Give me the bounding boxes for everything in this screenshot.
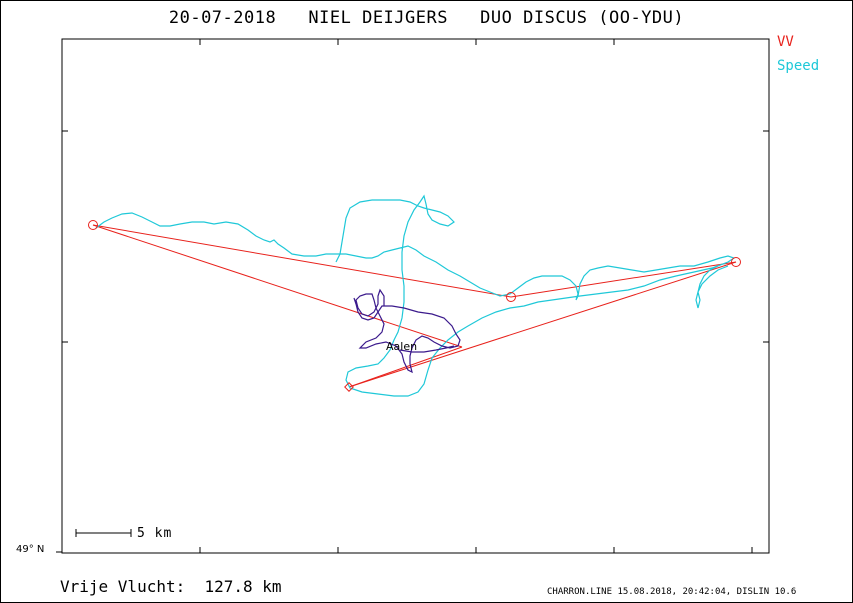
latitude-label: 49° N (16, 544, 45, 555)
turnpoint-marker-middle (506, 292, 516, 302)
task-leg-3 (348, 261, 737, 388)
page-title: 20-07-2018 NIEL DEIJGERS DUO DISCUS (OO-… (168, 8, 685, 28)
place-label-aalen: Aalen (386, 340, 417, 353)
task-leg-5 (92, 224, 463, 348)
finish-point-marker (344, 382, 354, 392)
task-leg-4 (348, 346, 463, 388)
task-leg-1 (92, 224, 512, 298)
plot-frame (61, 38, 770, 554)
start-point-marker (88, 220, 98, 230)
axis-ticks (56, 39, 769, 553)
scale-bar (75, 529, 132, 537)
legend-speed: Speed (777, 58, 820, 74)
flight-track-local (353, 288, 461, 374)
task-lines (92, 224, 737, 388)
scale-label: 5 km (137, 526, 173, 541)
task-leg-2 (510, 261, 737, 298)
flight-track-speed (95, 194, 736, 397)
distance-label: Vrije Vlucht: 127.8 km (60, 577, 282, 596)
legend-vv: VV (777, 34, 794, 50)
turnpoint-marker-east (731, 257, 741, 267)
credit-label: CHARRON.LINE 15.08.2018, 20:42:04, DISLI… (547, 587, 797, 597)
